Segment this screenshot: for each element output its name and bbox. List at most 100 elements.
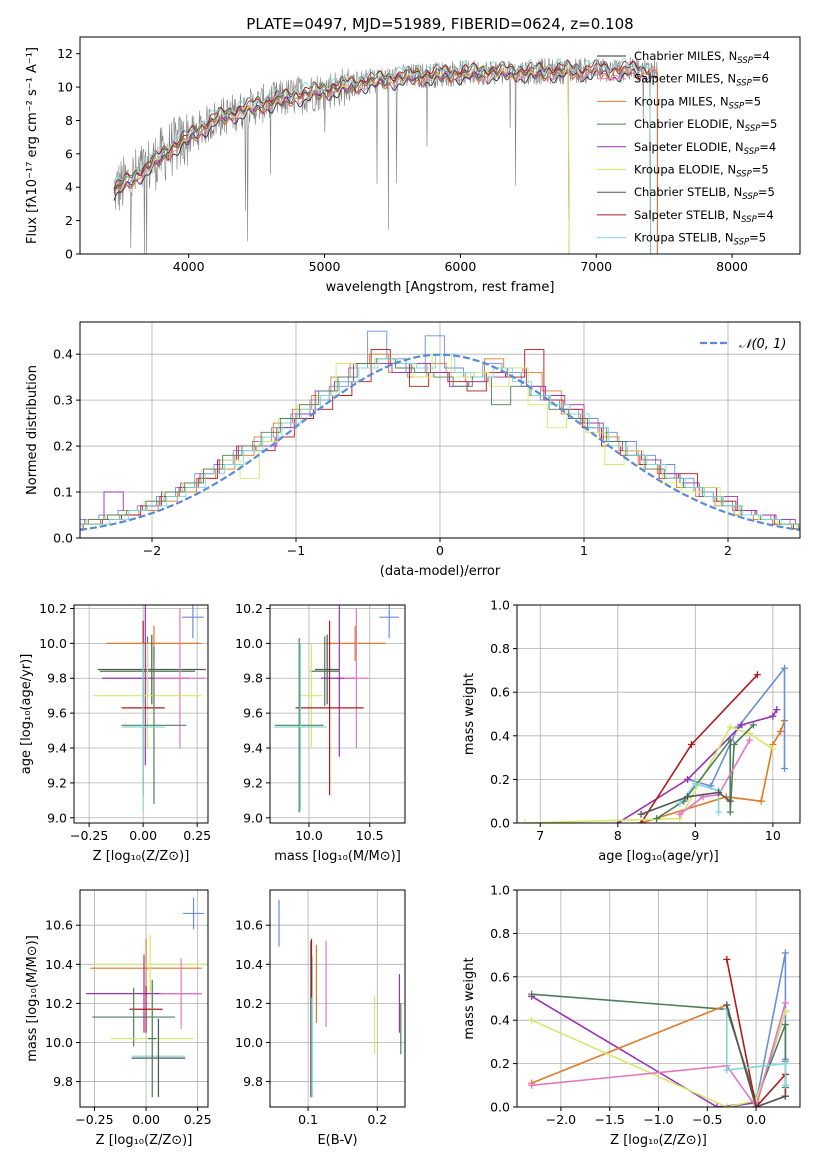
- weight-point-marker: [738, 721, 746, 729]
- weight-point-marker: [777, 727, 785, 735]
- y-tick-label: 4: [65, 180, 73, 195]
- data-point-errorbar: [183, 897, 204, 930]
- weight-point-marker: [780, 664, 788, 672]
- weight-point-marker: [684, 775, 692, 783]
- x-tick-label: 0: [436, 543, 444, 558]
- data-point-errorbar: [160, 958, 202, 1029]
- weight-point-marker: [752, 1103, 760, 1107]
- weight-point-marker: [726, 797, 734, 805]
- legend-entry-label: Salpeter MILES, NSSP=6: [634, 72, 769, 89]
- y-tick-label: 0.4: [53, 347, 73, 362]
- weight-series-line: [726, 1004, 786, 1107]
- y-tick-label: 10.6: [45, 918, 73, 933]
- weight-point-marker: [723, 1001, 731, 1009]
- y-tick-label: 0.0: [490, 1100, 510, 1115]
- residual-histogram-line: [80, 358, 800, 530]
- y-tick-label: 10.4: [235, 957, 263, 972]
- weight-point-marker: [781, 1081, 789, 1089]
- axes-frame: [269, 604, 406, 824]
- legend-entry-label: Chabrier ELODIE, NSSP=5: [634, 117, 777, 134]
- data-point-errorbar: [295, 620, 364, 796]
- x-tick-label: −0.25: [70, 828, 108, 843]
- panel-mass-vs-ebv: 0.1 0.2 9.8 10.0 10.2 10.4 10.6 E(B-V): [235, 889, 406, 1148]
- weight-point-marker: [528, 990, 536, 998]
- legend-entry-label: Salpeter STELIB, NSSP=4: [634, 208, 774, 225]
- weight-point-marker: [749, 721, 757, 729]
- model-spectrum-line: [113, 64, 570, 254]
- plot-area: [273, 605, 399, 813]
- data-point-errorbar: [121, 643, 165, 811]
- data-point-errorbar: [93, 643, 202, 749]
- x-axis-label: Z [log₁₀(Z/Z⊙)]: [610, 1133, 707, 1148]
- weight-point-marker: [773, 706, 781, 714]
- y-tick-label: 1.0: [490, 598, 510, 613]
- weight-point-marker: [715, 788, 723, 796]
- gaussian-curve: [80, 353, 800, 531]
- y-tick-label: 0.8: [490, 926, 510, 941]
- panel-spectrum: 4000 5000 6000 7000 8000 0 2 4 6 8 10 12 wavelength …: [25, 36, 801, 295]
- y-tick-label: 1.0: [490, 883, 510, 898]
- residual-histogram-line: [80, 353, 800, 530]
- y-tick-label: 10.2: [235, 996, 263, 1011]
- plot-area: [80, 330, 800, 531]
- y-tick-label: 8: [65, 113, 73, 128]
- weight-point-marker: [781, 1021, 789, 1029]
- plot-area: [93, 605, 206, 811]
- y-axis-label: mass [log₁₀(M/M⊙)]: [25, 935, 40, 1062]
- x-tick-label: 0.25: [184, 1112, 212, 1127]
- x-tick-label: −2.0: [546, 1112, 576, 1127]
- panel-weight-vs-Z: −2.0 −1.5 −1.0 −0.5 0.0 0.0 0.2 0.4 0.6 0.8 1.0 Z […: [462, 883, 801, 1148]
- y-tick-label: 9.6: [47, 706, 67, 721]
- legend-entry-label: Kroupa STELIB, NSSP=5: [634, 231, 766, 248]
- spectrum-legend: Chabrier MILES, NSSP=4 Salpeter MILES, NS…: [597, 49, 777, 248]
- x-tick-label: 0.25: [183, 828, 211, 843]
- x-tick-label: 6000: [444, 259, 476, 274]
- x-tick-label: −1.5: [595, 1112, 625, 1127]
- y-tick-label: 0.1: [53, 485, 73, 500]
- y-tick-label: 9.8: [243, 671, 263, 686]
- weight-point-marker: [723, 1103, 731, 1107]
- weight-point-marker: [780, 765, 788, 772]
- y-tick-label: 0.0: [490, 816, 510, 831]
- legend-entry-label: 𝒩(0, 1): [739, 337, 786, 352]
- y-tick-label: 10.0: [39, 636, 67, 651]
- x-tick-label: −0.5: [692, 1112, 722, 1127]
- y-tick-label: 10.4: [45, 957, 73, 972]
- y-tick-label: 9.4: [243, 741, 263, 756]
- x-axis-label: (data-model)/error: [380, 564, 501, 579]
- weight-point-marker: [713, 1103, 721, 1107]
- weight-point-marker: [726, 808, 734, 816]
- panel-age-vs-Z: −0.25 0.00 0.25 9.0 9.2 9.4 9.6 9.8 10.0 10.2 Z [l…: [19, 601, 211, 864]
- weight-point-marker: [521, 819, 529, 823]
- weight-point-marker: [781, 999, 789, 1007]
- y-tick-label: 10.0: [235, 1035, 263, 1050]
- weight-point-marker: [676, 799, 684, 807]
- x-axis-label: Z [log₁₀(Z/Z⊙)]: [93, 849, 190, 864]
- x-tick-label: 8: [614, 828, 622, 843]
- y-axis-label: age [log₁₀(age/yr)]: [19, 654, 34, 775]
- y-tick-label: 10: [57, 80, 73, 95]
- model-spectrum-line: [113, 58, 652, 254]
- y-tick-label: 10.0: [235, 636, 263, 651]
- y-axis-label: mass weight: [462, 673, 477, 755]
- weight-series-line: [640, 791, 731, 816]
- y-tick-label: 0.2: [53, 439, 73, 454]
- axes-frame: [79, 889, 209, 1108]
- weight-point-marker: [757, 797, 765, 805]
- y-tick-label: 9.0: [47, 810, 67, 825]
- weight-point-marker: [746, 730, 754, 738]
- weight-point-marker: [730, 741, 738, 749]
- y-tick-label: 9.8: [243, 1074, 263, 1089]
- plot-area: [521, 664, 788, 823]
- x-tick-label: −2: [143, 543, 161, 558]
- plot-area: [278, 899, 402, 1098]
- x-tick-label: −1: [287, 543, 305, 558]
- data-point-errorbar: [379, 605, 399, 639]
- weight-point-marker: [528, 1081, 536, 1089]
- x-tick-label: 0.00: [129, 828, 157, 843]
- y-tick-label: 0: [65, 247, 73, 262]
- x-tick-label: 7: [536, 828, 544, 843]
- x-tick-label: −1.0: [643, 1112, 673, 1127]
- axes-frame: [73, 604, 209, 824]
